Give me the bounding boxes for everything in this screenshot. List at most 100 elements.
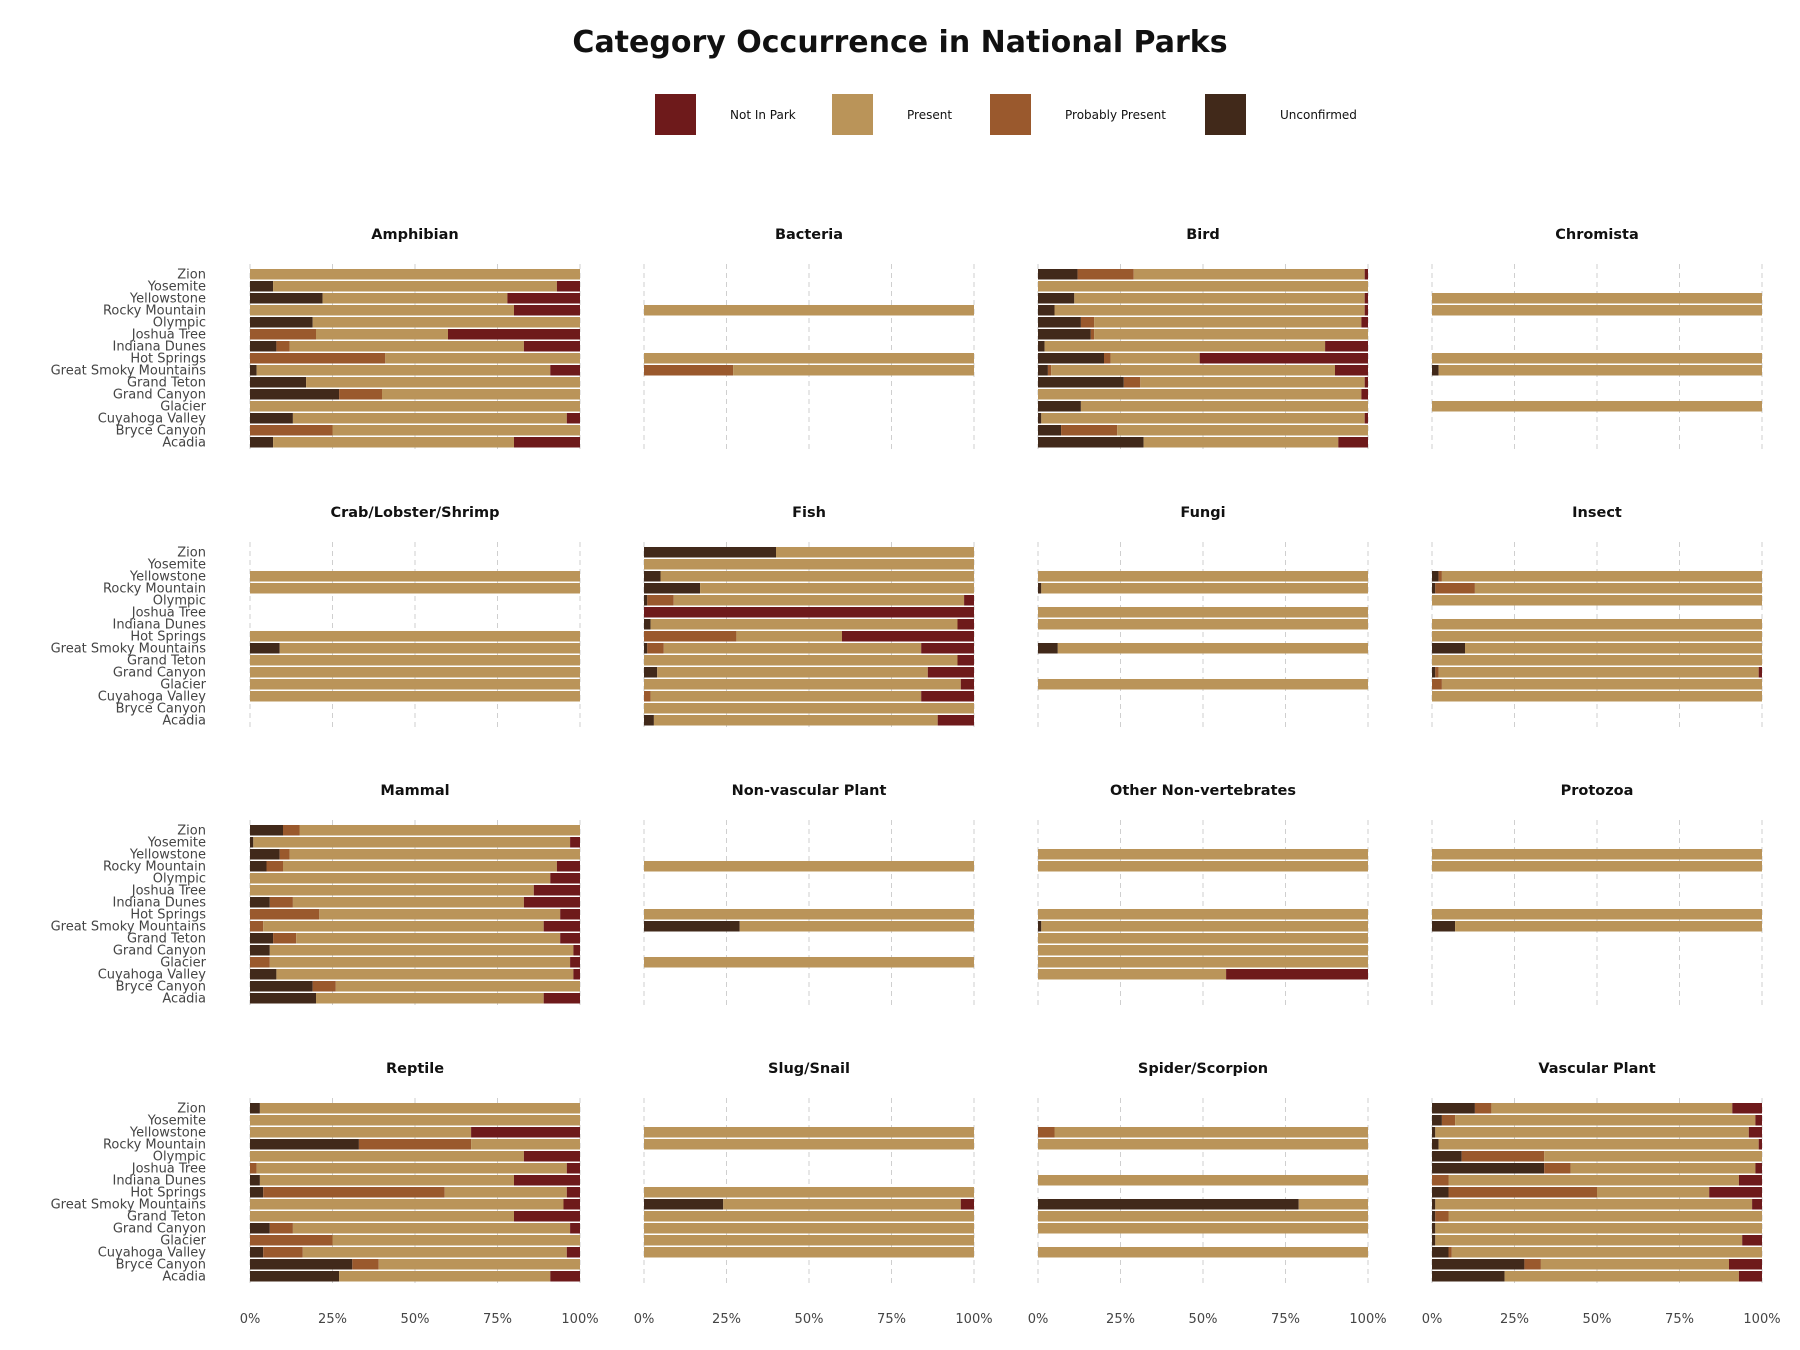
park-label-olympic: Olympic — [153, 871, 206, 886]
bar-acadia — [644, 715, 974, 726]
bar-segment-present — [1438, 365, 1762, 376]
bar-segment-not-in-park — [563, 1199, 580, 1210]
bar-segment-present — [332, 1235, 580, 1246]
bar-yellowstone — [250, 849, 580, 860]
bar-segment-present — [319, 909, 561, 920]
bar-segment-present — [1038, 1211, 1368, 1222]
bar-indiana-dunes — [250, 897, 580, 908]
bar-segment-present — [644, 1187, 974, 1198]
bar-segment-not-in-park — [566, 1163, 580, 1174]
bar-olympic — [250, 317, 580, 328]
bar-segment-present — [1094, 317, 1362, 328]
bar-segment-present — [644, 957, 974, 968]
bar-cuyahoga-valley — [1038, 969, 1368, 980]
legend-label-unconfirmed: Unconfirmed — [1280, 108, 1357, 122]
x-tick-label: 100% — [955, 1312, 992, 1327]
bar-segment-unconfirmed — [1432, 1163, 1545, 1174]
bar-segment-present — [1435, 1223, 1762, 1234]
bar-segment-present — [250, 1151, 524, 1162]
panel-chromista: Chromista — [1431, 227, 1763, 452]
bar-segment-unconfirmed — [250, 437, 274, 448]
bar-segment-not-in-park — [957, 655, 974, 666]
park-label-yellowstone: Yellowstone — [129, 1125, 206, 1140]
x-tick-label: 75% — [483, 1312, 512, 1327]
bar-segment-unconfirmed — [250, 317, 313, 328]
bar-segment-present — [1448, 1175, 1739, 1186]
bar-segment-present — [1038, 861, 1368, 872]
x-tick-label: 75% — [1665, 1312, 1694, 1327]
bar-segment-present — [1491, 1103, 1733, 1114]
bar-great-smoky-mountains — [1038, 921, 1368, 932]
bar-segment-unconfirmed — [1038, 269, 1078, 280]
bar-segment-unconfirmed — [250, 643, 280, 654]
bar-segment-unconfirmed — [1432, 1139, 1439, 1150]
bar-yellowstone — [250, 571, 580, 582]
x-tick-label: 100% — [1743, 1312, 1780, 1327]
bar-segment-present — [1117, 425, 1368, 436]
bar-segment-present — [1038, 571, 1368, 582]
bar-acadia — [250, 993, 580, 1004]
x-tick-label: 25% — [712, 1312, 741, 1327]
park-label-great-smoky-mountains: Great Smoky Mountains — [51, 641, 207, 656]
bar-segment-not-in-park — [507, 293, 580, 304]
bar-segment-unconfirmed — [1432, 667, 1436, 678]
bar-glacier — [644, 957, 974, 968]
bar-segment-unconfirmed — [250, 981, 313, 992]
bar-segment-present — [312, 317, 580, 328]
park-label-acadia: Acadia — [162, 991, 206, 1006]
bar-segment-present — [1432, 909, 1762, 920]
bar-segment-present — [644, 1127, 974, 1138]
park-label-rocky-mountain: Rocky Mountain — [103, 859, 206, 874]
bar-segment-unconfirmed — [1038, 583, 1042, 594]
x-tick-label: 0% — [240, 1312, 261, 1327]
park-label-hot-springs: Hot Springs — [130, 1185, 206, 1200]
x-tick-label: 50% — [1189, 1312, 1218, 1327]
bar-segment-present — [316, 329, 448, 340]
bar-segment-present — [1455, 921, 1762, 932]
bar-cuyahoga-valley — [1038, 413, 1368, 424]
bar-segment-probably-present — [250, 1235, 333, 1246]
bar-segment-present — [1074, 293, 1365, 304]
bar-segment-present — [332, 425, 580, 436]
bar-segment-not-in-park — [921, 643, 974, 654]
bar-olympic — [250, 1151, 580, 1162]
bar-segment-not-in-park — [1748, 1127, 1762, 1138]
bar-great-smoky-mountains — [1432, 643, 1762, 654]
park-label-cuyahoga-valley: Cuyahoga Valley — [98, 967, 207, 982]
bar-glacier — [1038, 679, 1368, 690]
bar-segment-probably-present — [1524, 1259, 1541, 1270]
bar-great-smoky-mountains — [644, 921, 974, 932]
bar-segment-unconfirmed — [250, 837, 254, 848]
bar-segment-present — [644, 703, 974, 714]
bar-segment-present — [302, 1247, 567, 1258]
bar-indiana-dunes — [250, 341, 580, 352]
bar-segment-unconfirmed — [250, 281, 274, 292]
bar-segment-present — [1038, 909, 1368, 920]
panel-title: Reptile — [386, 1061, 444, 1077]
bar-grand-canyon — [250, 667, 580, 678]
bar-segment-present — [1143, 437, 1339, 448]
bar-segment-unconfirmed — [1432, 921, 1456, 932]
park-label-indiana-dunes: Indiana Dunes — [112, 617, 206, 632]
bar-segment-not-in-park — [1335, 365, 1368, 376]
bar-segment-present — [1435, 1199, 1753, 1210]
park-label-grand-teton: Grand Teton — [127, 375, 206, 390]
bar-hot-springs — [1038, 353, 1368, 364]
bar-segment-present — [660, 571, 974, 582]
bar-rocky-mountain — [1432, 583, 1762, 594]
bar-segment-not-in-park — [570, 837, 580, 848]
park-label-glacier: Glacier — [160, 399, 206, 414]
x-tick-label: 50% — [1583, 1312, 1612, 1327]
bar-segment-probably-present — [273, 933, 297, 944]
bar-great-smoky-mountains — [1038, 1199, 1368, 1210]
bar-segment-present — [259, 1175, 514, 1186]
bar-segment-present — [1441, 679, 1762, 690]
bar-segment-not-in-park — [1364, 413, 1368, 424]
park-label-hot-springs: Hot Springs — [130, 351, 206, 366]
bar-segment-probably-present — [1123, 377, 1141, 388]
bar-segment-present — [250, 583, 580, 594]
bar-segment-present — [1110, 353, 1200, 364]
panel-crab-lobster-shrimp: Crab/Lobster/Shrimp ZionYosemiteYellowsto… — [51, 505, 581, 730]
bar-segment-not-in-park — [921, 691, 974, 702]
bar-segment-not-in-park — [523, 897, 580, 908]
